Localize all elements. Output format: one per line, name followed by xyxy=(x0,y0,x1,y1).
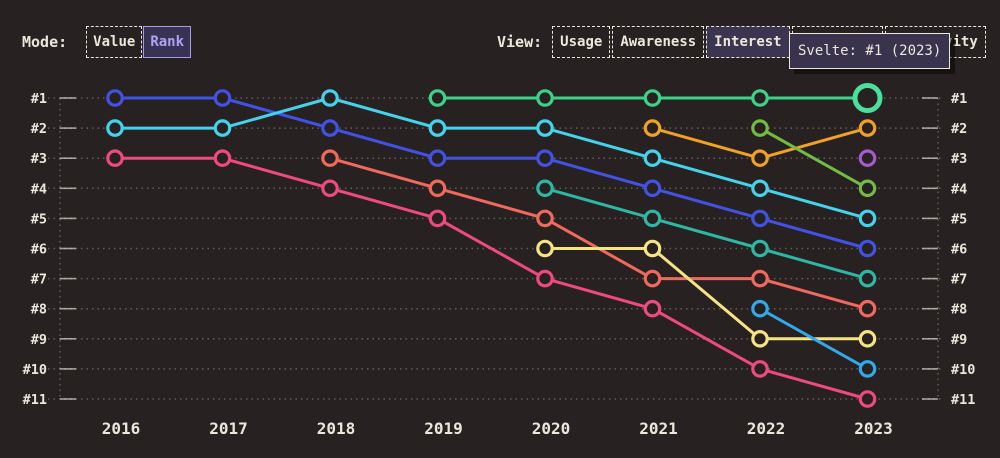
data-point-azure-2023[interactable] xyxy=(858,360,877,378)
data-point-magenta-2019[interactable] xyxy=(428,209,447,228)
year-label: 2023 xyxy=(854,419,893,438)
data-point-yellow-2021[interactable] xyxy=(643,239,662,258)
year-label: 2021 xyxy=(639,419,678,438)
rank-label-left: #8 xyxy=(31,302,47,318)
data-point-salmon-2020[interactable] xyxy=(536,209,554,228)
rank-label-right: #11 xyxy=(951,392,975,408)
data-point-cyan-2023[interactable] xyxy=(858,209,877,228)
data-point-cyan-2018[interactable] xyxy=(321,89,339,107)
rank-label-right: #2 xyxy=(951,121,967,137)
data-point-indigo-2021[interactable] xyxy=(643,179,662,198)
data-point-cyan-2019[interactable] xyxy=(428,119,447,137)
rank-label-left: #10 xyxy=(23,362,47,378)
data-point-yellow-2022[interactable] xyxy=(751,329,769,348)
rank-label-left: #7 xyxy=(31,272,47,288)
rank-label-left: #11 xyxy=(23,392,47,408)
data-point-cyan-2017[interactable] xyxy=(213,119,232,137)
rank-label-left: #2 xyxy=(31,121,47,137)
view-option-awareness[interactable]: Awareness xyxy=(612,26,705,58)
rank-label-left: #1 xyxy=(31,91,47,107)
mode-option-rank[interactable]: Rank xyxy=(143,26,192,58)
data-point-magenta-2022[interactable] xyxy=(751,360,769,378)
rank-label-right: #9 xyxy=(951,332,967,348)
rank-label-right: #7 xyxy=(951,272,967,288)
series-line-teal xyxy=(543,186,869,281)
data-point-salmon-2018[interactable] xyxy=(321,149,339,167)
data-point-indigo-2020[interactable] xyxy=(536,149,554,167)
data-point-teal-2021[interactable] xyxy=(643,209,662,228)
data-point-svelte-2019[interactable] xyxy=(428,89,447,107)
rank-label-right: #4 xyxy=(951,181,967,197)
series-line-cyan xyxy=(113,96,869,220)
rank-label-right: #6 xyxy=(951,242,967,258)
mode-option-value[interactable]: Value xyxy=(86,26,143,58)
rank-label-right: #5 xyxy=(951,211,967,227)
data-point-cyan-2020[interactable] xyxy=(536,119,554,137)
year-label: 2019 xyxy=(424,419,463,438)
rank-label-right: #8 xyxy=(951,302,967,318)
rank-label-right: #1 xyxy=(951,91,967,107)
data-point-orange-2023[interactable] xyxy=(858,119,877,137)
data-point-yellow-2023[interactable] xyxy=(858,329,877,348)
rank-label-left: #5 xyxy=(31,211,47,227)
series-line-indigo xyxy=(113,96,869,250)
series-line-salmon xyxy=(328,156,869,311)
data-point-teal-2023[interactable] xyxy=(858,269,877,288)
data-point-salmon-2021[interactable] xyxy=(643,269,662,288)
data-point-lime-2023[interactable] xyxy=(858,179,877,198)
tooltip: Svelte: #1 (2023) xyxy=(789,33,951,69)
rank-label-left: #4 xyxy=(31,181,47,197)
data-point-magenta-2023[interactable] xyxy=(858,390,877,408)
mode-toggle: Mode: Value Rank xyxy=(22,26,192,58)
data-point-teal-2020[interactable] xyxy=(536,179,554,198)
data-point-magenta-2020[interactable] xyxy=(536,269,554,288)
data-point-indigo-2018[interactable] xyxy=(321,119,339,137)
data-point-yellow-2020[interactable] xyxy=(536,239,554,258)
data-point-indigo-2016[interactable] xyxy=(106,89,124,107)
data-point-indigo-2019[interactable] xyxy=(428,149,447,167)
data-point-magenta-2016[interactable] xyxy=(106,149,124,167)
rank-label-right: #10 xyxy=(951,362,975,378)
data-point-teal-2022[interactable] xyxy=(751,239,769,258)
data-point-magenta-2017[interactable] xyxy=(213,149,232,167)
series-line-lime xyxy=(758,126,869,190)
data-point-magenta-2021[interactable] xyxy=(643,299,662,318)
data-point-svelte-2022[interactable] xyxy=(751,89,769,107)
year-label: 2020 xyxy=(532,419,571,438)
year-label: 2018 xyxy=(317,419,356,438)
data-point-salmon-2023[interactable] xyxy=(858,299,877,318)
rank-label-left: #3 xyxy=(31,151,47,167)
data-point-indigo-2017[interactable] xyxy=(213,89,232,107)
data-point-cyan-2021[interactable] xyxy=(643,149,662,167)
data-point-salmon-2022[interactable] xyxy=(751,269,769,288)
series-line-magenta xyxy=(113,156,869,401)
data-point-svelte-2023[interactable] xyxy=(852,83,883,113)
view-option-usage[interactable]: Usage xyxy=(552,26,611,58)
rank-label-right: #3 xyxy=(951,151,967,167)
view-label: View: xyxy=(497,33,543,51)
year-label: 2016 xyxy=(102,419,141,438)
view-option-interest[interactable]: Interest xyxy=(706,26,790,58)
data-point-cyan-2016[interactable] xyxy=(106,119,124,137)
data-point-magenta-2018[interactable] xyxy=(321,179,339,198)
data-point-svelte-2020[interactable] xyxy=(536,89,554,107)
series-line-azure xyxy=(758,307,869,371)
year-label: 2017 xyxy=(209,419,248,438)
data-point-orange-2022[interactable] xyxy=(751,149,769,167)
data-point-azure-2022[interactable] xyxy=(751,299,769,318)
year-label: 2022 xyxy=(747,419,786,438)
data-point-orange-2021[interactable] xyxy=(643,119,662,137)
mode-label: Mode: xyxy=(22,33,68,51)
data-point-indigo-2023[interactable] xyxy=(858,239,877,258)
data-point-cyan-2022[interactable] xyxy=(751,179,769,198)
data-point-svelte-2021[interactable] xyxy=(643,89,662,107)
data-point-indigo-2022[interactable] xyxy=(751,209,769,228)
data-point-lime-2022[interactable] xyxy=(751,119,769,137)
data-point-purple-2023[interactable] xyxy=(858,149,877,167)
rank-label-left: #9 xyxy=(31,332,47,348)
data-point-salmon-2019[interactable] xyxy=(428,179,447,198)
rank-label-left: #6 xyxy=(31,242,47,258)
